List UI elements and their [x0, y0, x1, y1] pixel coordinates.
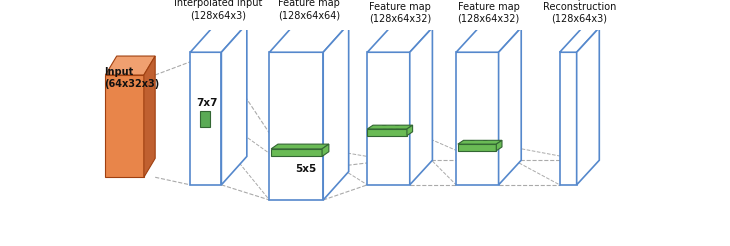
Polygon shape	[144, 56, 155, 177]
Polygon shape	[367, 125, 412, 129]
Polygon shape	[577, 28, 599, 185]
Polygon shape	[458, 140, 502, 144]
Polygon shape	[456, 28, 521, 52]
Polygon shape	[499, 28, 521, 185]
Polygon shape	[407, 125, 412, 136]
Text: 5x5: 5x5	[296, 164, 317, 174]
Polygon shape	[560, 52, 577, 185]
Polygon shape	[323, 24, 349, 200]
Polygon shape	[191, 24, 247, 52]
Polygon shape	[191, 52, 221, 185]
Text: Bicubic
Interpolated input
(128x64x3): Bicubic Interpolated input (128x64x3)	[174, 0, 263, 20]
Text: Convolution 3
Feature map
(128x64x32): Convolution 3 Feature map (128x64x32)	[455, 0, 523, 24]
Polygon shape	[496, 140, 502, 151]
Polygon shape	[271, 144, 328, 149]
Polygon shape	[105, 56, 155, 75]
Polygon shape	[410, 28, 432, 185]
Text: 7x7: 7x7	[196, 98, 218, 108]
Polygon shape	[269, 24, 349, 52]
Text: 3x3: 3x3	[468, 140, 489, 150]
Text: Convolution 2
Feature map
(128x64x32): Convolution 2 Feature map (128x64x32)	[366, 0, 434, 24]
Polygon shape	[269, 52, 323, 200]
Text: Convolution 1
Feature map
(128x64x64): Convolution 1 Feature map (128x64x64)	[275, 0, 343, 20]
Polygon shape	[221, 24, 247, 185]
Polygon shape	[105, 75, 144, 177]
Polygon shape	[322, 144, 328, 156]
Text: 3x3: 3x3	[380, 125, 402, 135]
Polygon shape	[560, 28, 599, 52]
Polygon shape	[367, 28, 432, 52]
Polygon shape	[456, 52, 499, 185]
Polygon shape	[367, 129, 407, 136]
Polygon shape	[200, 111, 210, 127]
Polygon shape	[271, 149, 322, 156]
Polygon shape	[367, 52, 410, 185]
Polygon shape	[458, 144, 496, 151]
Text: Output,
Reconstruction
(128x64x3): Output, Reconstruction (128x64x3)	[543, 0, 616, 24]
Text: Input
(64x32x3): Input (64x32x3)	[104, 67, 159, 89]
